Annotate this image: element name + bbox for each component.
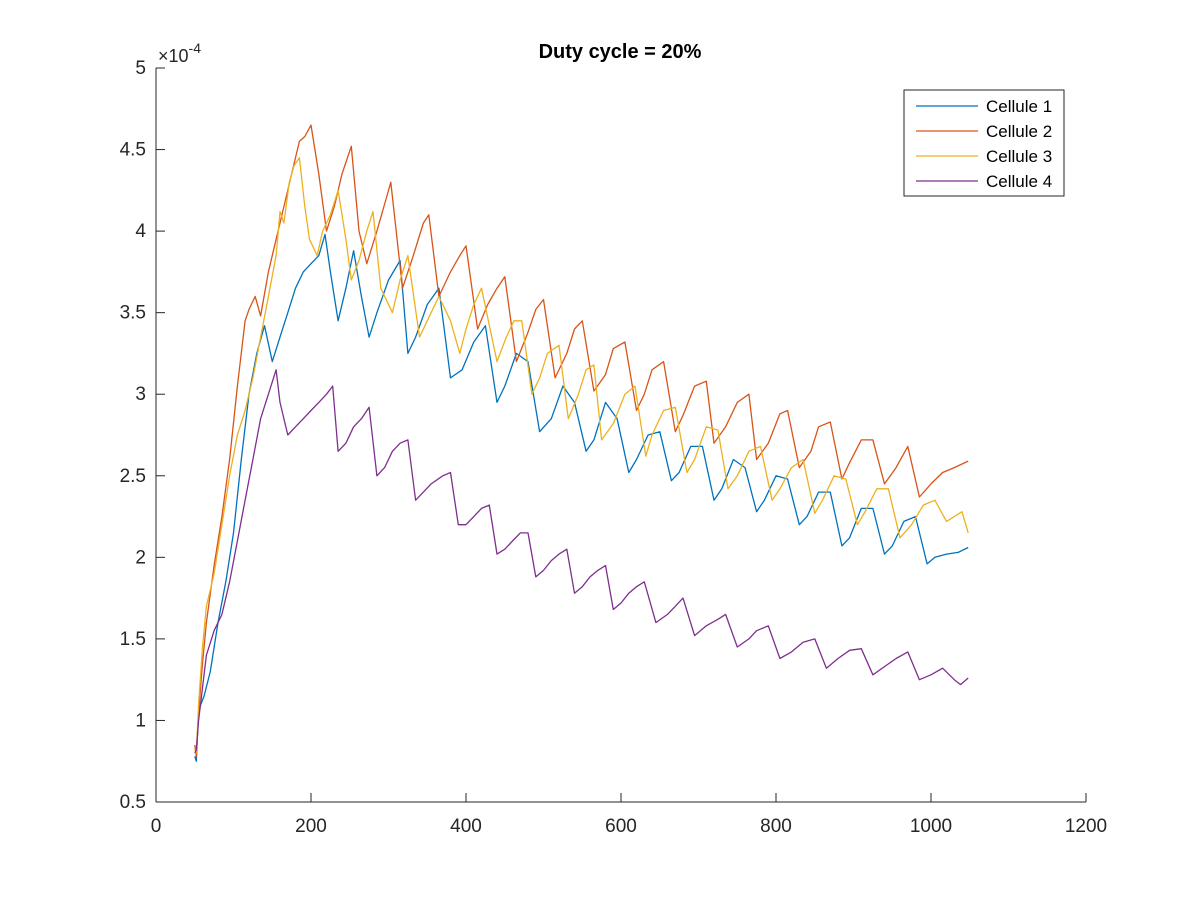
y-tick-label: 3.5 — [120, 303, 146, 324]
y-tick-label: 3 — [135, 384, 146, 405]
y-exponent-label: ×10-4 — [158, 40, 201, 66]
x-tick-label: 200 — [295, 816, 327, 837]
x-tick-label: 400 — [450, 816, 482, 837]
plot-series — [194, 124, 969, 762]
legend-label-3: Cellule 3 — [986, 147, 1052, 166]
x-tick-label: 800 — [760, 816, 792, 837]
y-tick-label: 5 — [135, 58, 146, 79]
legend-label-4: Cellule 4 — [986, 172, 1052, 191]
series-line-3 — [194, 157, 969, 754]
y-tick-label: 2.5 — [120, 466, 146, 487]
x-tick-label: 1200 — [1065, 816, 1107, 837]
x-tick-label: 0 — [151, 816, 162, 837]
legend: Cellule 1 Cellule 2 Cellule 3 Cellule 4 — [903, 89, 1065, 197]
axes: 0 200 400 600 800 1000 1200 0.5 1 1.5 2 2.5 3 3.5 4 4.5… — [120, 58, 1108, 837]
y-tick-label: 4.5 — [120, 140, 146, 161]
y-tick-label: 0.5 — [120, 792, 146, 813]
y-tick-label: 2 — [135, 547, 146, 568]
legend-label-2: Cellule 2 — [986, 122, 1052, 141]
y-exponent-base: ×10 — [158, 46, 189, 66]
legend-label-1: Cellule 1 — [986, 97, 1052, 116]
x-tick-label: 600 — [605, 816, 637, 837]
y-tick-label: 1 — [135, 710, 146, 731]
chart-title: Duty cycle = 20% — [539, 41, 702, 63]
x-tick-label: 1000 — [910, 816, 952, 837]
series-line-4 — [194, 369, 969, 754]
y-exponent-power: -4 — [189, 40, 202, 56]
y-tick-label: 1.5 — [120, 629, 146, 650]
legend-box — [903, 89, 1065, 197]
y-tick-label: 4 — [135, 221, 146, 242]
svg-text:×10-4: ×10-4 — [158, 40, 201, 66]
